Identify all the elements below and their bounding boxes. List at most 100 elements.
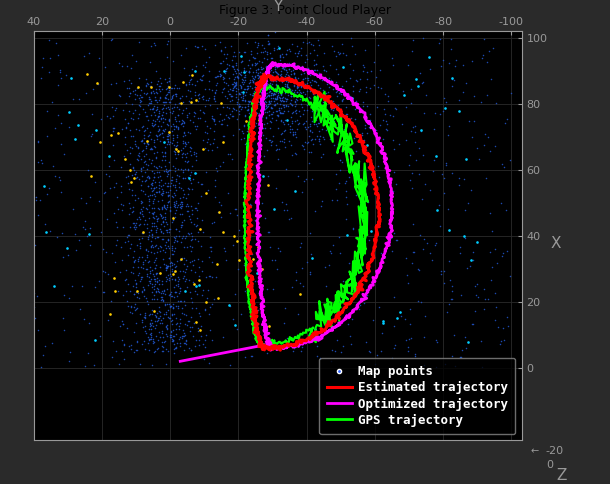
Point xyxy=(240,111,250,119)
Point xyxy=(387,354,397,362)
Point xyxy=(340,180,350,187)
Point xyxy=(253,74,263,81)
Point xyxy=(144,99,154,106)
Point xyxy=(234,110,244,118)
Point xyxy=(149,223,159,230)
Point xyxy=(274,70,284,78)
Point xyxy=(148,270,158,278)
Point xyxy=(253,39,263,47)
Point xyxy=(278,198,287,206)
Point xyxy=(155,87,165,95)
Point xyxy=(255,269,265,277)
Point xyxy=(251,104,260,111)
Point xyxy=(140,286,149,294)
Point xyxy=(121,275,131,283)
Point xyxy=(281,66,290,74)
Point xyxy=(225,85,235,93)
Point xyxy=(142,224,152,231)
Point xyxy=(170,288,180,296)
Point xyxy=(182,81,192,89)
Point xyxy=(151,313,161,321)
Point xyxy=(143,182,152,190)
Point xyxy=(147,209,157,217)
Point xyxy=(275,100,285,107)
Point xyxy=(161,85,171,93)
Point xyxy=(331,185,341,193)
Point xyxy=(181,140,190,148)
Point xyxy=(146,43,156,50)
Point xyxy=(200,344,210,351)
Point xyxy=(197,257,207,264)
Point xyxy=(265,84,274,91)
Point xyxy=(287,109,297,117)
Y-axis label: X: X xyxy=(550,236,561,251)
Point xyxy=(138,229,148,237)
Point xyxy=(174,111,184,119)
Point xyxy=(123,172,132,180)
Point xyxy=(187,206,196,214)
Point xyxy=(298,82,308,90)
Point xyxy=(193,43,203,50)
Point xyxy=(232,325,242,333)
Point xyxy=(486,209,495,217)
Point xyxy=(259,91,269,98)
Point xyxy=(81,199,91,207)
Point xyxy=(131,288,141,296)
Point xyxy=(285,122,295,130)
Point xyxy=(258,71,268,78)
Point xyxy=(281,70,291,78)
Point xyxy=(138,260,148,268)
Point xyxy=(242,86,251,93)
Point xyxy=(213,208,223,216)
Point xyxy=(180,332,190,339)
Point xyxy=(307,107,317,115)
Point xyxy=(282,95,292,103)
Point xyxy=(281,200,291,208)
Point xyxy=(134,149,143,157)
Point xyxy=(158,126,168,134)
Point xyxy=(422,239,432,246)
Point xyxy=(289,108,298,116)
Point xyxy=(186,168,196,176)
Point xyxy=(168,333,178,340)
Point xyxy=(104,172,114,180)
Point xyxy=(200,85,210,92)
Point xyxy=(269,101,279,109)
Point xyxy=(319,66,329,74)
Point xyxy=(319,104,329,111)
Point xyxy=(386,235,396,242)
Point xyxy=(200,306,210,314)
Point xyxy=(146,242,156,250)
Point xyxy=(160,241,170,249)
Point xyxy=(407,99,417,107)
Point xyxy=(262,285,272,292)
Point xyxy=(165,262,174,270)
Point xyxy=(303,76,313,84)
Point xyxy=(237,310,246,318)
Point xyxy=(443,131,453,139)
Point xyxy=(157,148,167,156)
Point xyxy=(167,329,176,336)
Point xyxy=(242,85,252,93)
Point xyxy=(405,320,415,328)
Point xyxy=(266,110,276,118)
Point xyxy=(208,139,218,147)
Point xyxy=(193,122,203,130)
Point xyxy=(41,190,51,198)
Point xyxy=(194,263,204,271)
Point xyxy=(168,107,178,115)
Point xyxy=(334,294,343,302)
Point xyxy=(266,89,276,97)
Point xyxy=(170,201,180,209)
Point xyxy=(306,68,316,76)
Point xyxy=(173,201,183,209)
Point xyxy=(373,83,383,91)
Point xyxy=(184,208,193,215)
Point xyxy=(144,175,154,182)
Point xyxy=(131,95,140,103)
Point xyxy=(470,307,480,315)
Point xyxy=(339,125,349,133)
Point xyxy=(306,148,316,156)
Point xyxy=(237,96,246,104)
Point xyxy=(178,186,188,194)
